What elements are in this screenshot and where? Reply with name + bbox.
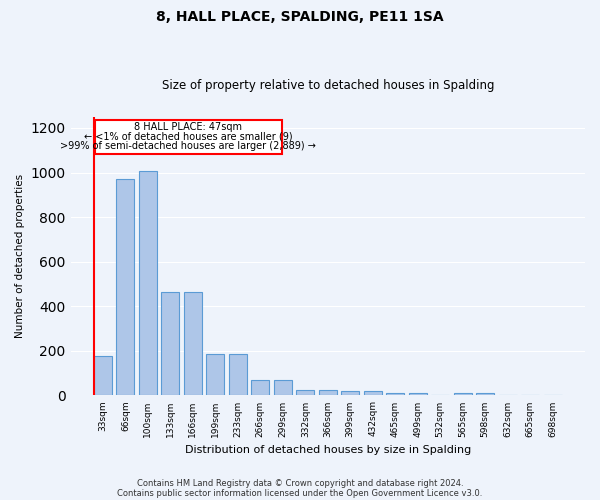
Bar [454,392,472,396]
Bar [116,179,134,396]
Title: Size of property relative to detached houses in Spalding: Size of property relative to detached ho… [161,79,494,92]
Y-axis label: Number of detached properties: Number of detached properties [15,174,25,338]
Bar [206,354,224,396]
Bar [161,292,179,396]
Bar [319,390,337,396]
Bar [139,172,157,396]
Text: Contains HM Land Registry data © Crown copyright and database right 2024.: Contains HM Land Registry data © Crown c… [137,478,463,488]
Text: 8, HALL PLACE, SPALDING, PE11 1SA: 8, HALL PLACE, SPALDING, PE11 1SA [156,10,444,24]
Bar [251,380,269,396]
Bar [364,392,382,396]
Bar [296,390,314,396]
Bar [229,354,247,396]
Bar [341,392,359,396]
Bar [386,393,404,396]
Bar [409,393,427,396]
Bar [184,292,202,396]
Bar [274,380,292,396]
Bar [94,356,112,396]
Text: Contains public sector information licensed under the Open Government Licence v3: Contains public sector information licen… [118,488,482,498]
Bar [476,392,494,396]
Text: 8 HALL PLACE: 47sqm: 8 HALL PLACE: 47sqm [134,122,242,132]
Text: >99% of semi-detached houses are larger (2,889) →: >99% of semi-detached houses are larger … [61,141,316,151]
Text: ← <1% of detached houses are smaller (9): ← <1% of detached houses are smaller (9) [84,132,293,142]
X-axis label: Distribution of detached houses by size in Spalding: Distribution of detached houses by size … [185,445,471,455]
FancyBboxPatch shape [95,120,281,154]
